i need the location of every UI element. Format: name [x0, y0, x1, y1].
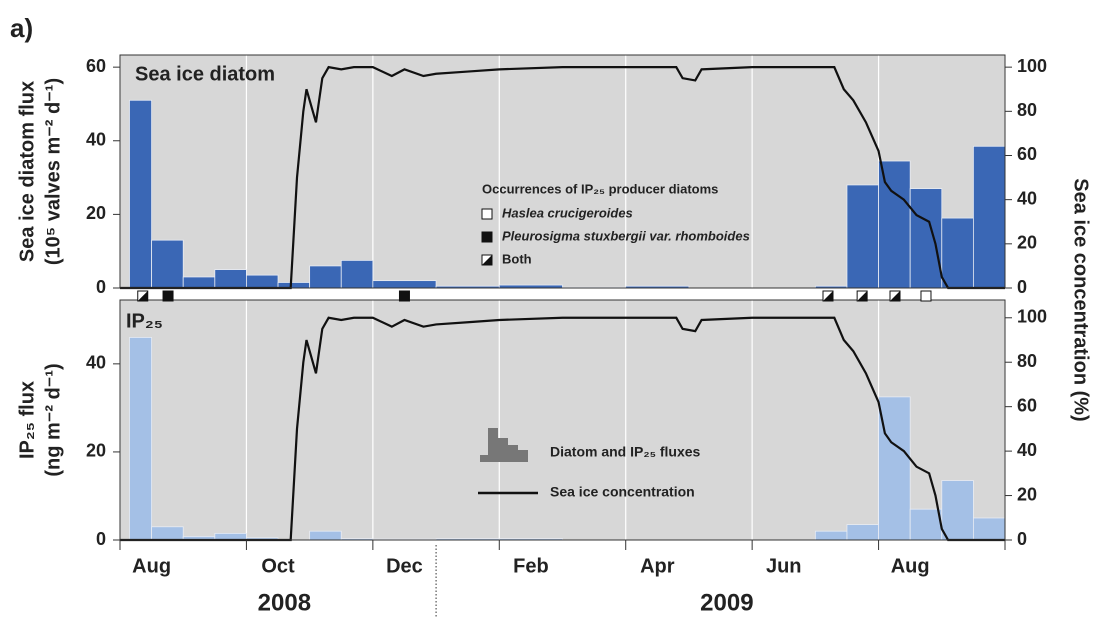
panel-label: a): [10, 13, 33, 43]
y-axis-label: (ng m⁻² d⁻¹): [42, 363, 64, 476]
occurrence-legend-marker: [481, 231, 493, 243]
y2-tick-label: 80: [1017, 351, 1037, 371]
bar: [309, 265, 342, 289]
bar-legend-label: Diatom and IP₂₅ fluxes: [550, 444, 701, 460]
bar: [151, 526, 184, 541]
y2-tick-label: 0: [1017, 277, 1027, 297]
y2-tick-label: 40: [1017, 440, 1037, 460]
bar: [878, 396, 911, 541]
bar: [972, 517, 1006, 541]
legend-bar: [508, 445, 518, 462]
bar: [214, 269, 247, 289]
bar: [309, 530, 342, 541]
x-tick-label: Aug: [132, 555, 171, 577]
y-axis-label: Sea ice diatom flux: [16, 81, 38, 262]
marker-half: [482, 255, 492, 265]
y2-tick-label: 40: [1017, 188, 1037, 208]
y-tick-label: 40: [86, 130, 106, 150]
occurrence-legend-marker: [481, 254, 493, 266]
x-tick-label: Dec: [386, 555, 423, 577]
bar: [846, 184, 879, 289]
legend-bar: [518, 450, 528, 462]
marker-half: [857, 291, 868, 301]
y2-tick-label: 100: [1017, 307, 1047, 327]
marker-half: [137, 291, 148, 301]
y-tick-label: 0: [96, 529, 106, 549]
marker-box: [920, 290, 932, 302]
occurrence-marker: [398, 290, 410, 302]
y2-tick-label: 100: [1017, 56, 1047, 76]
bar: [151, 239, 184, 289]
bar: [941, 480, 974, 541]
bar: [909, 188, 943, 289]
bar: [814, 530, 848, 541]
y-axis-label: (10⁵ valves m⁻² d⁻¹): [42, 78, 64, 265]
y2-tick-label: 20: [1017, 484, 1037, 504]
occurrence-marker: [162, 290, 174, 302]
x-tick-label: Oct: [261, 555, 295, 577]
y-tick-label: 60: [86, 56, 106, 76]
marker-box: [162, 290, 174, 302]
marker-box: [481, 231, 493, 243]
sea-ice-line: [120, 316, 1005, 542]
y2-tick-label: 80: [1017, 100, 1037, 120]
bar: [972, 145, 1006, 289]
occurrence-marker: [889, 290, 901, 302]
sea-ice-line: [120, 65, 1005, 290]
occurrence-legend-label: Haslea crucigeroides: [502, 205, 633, 220]
bar: [941, 217, 974, 289]
plot-frame: [119, 299, 1006, 541]
y2-axis-label: Sea ice concentration (%): [1070, 178, 1092, 421]
y-tick-label: 0: [96, 277, 106, 297]
marker-half: [823, 291, 833, 301]
legend-bar: [488, 428, 498, 462]
occurrence-legend-label: Both: [502, 251, 532, 266]
y-tick-label: 40: [86, 353, 106, 373]
marker-half: [890, 291, 901, 301]
bar-legend-icon: [480, 428, 528, 462]
occurrence-marker: [822, 290, 834, 302]
y2-tick-label: 20: [1017, 233, 1037, 253]
x-tick-label: Jun: [766, 555, 802, 577]
bar: [182, 276, 216, 289]
y2-tick-label: 60: [1017, 395, 1037, 415]
bar: [846, 524, 879, 541]
line-legend-label: Sea ice concentration: [550, 484, 695, 500]
bar: [129, 99, 153, 289]
legend-bar: [480, 455, 488, 462]
occurrence-marker: [137, 290, 149, 302]
occurrence-legend-label: Pleurosigma stuxbergii var. rhomboides: [502, 228, 750, 243]
plot-area: [120, 300, 1005, 540]
y2-tick-label: 0: [1017, 529, 1027, 549]
occurrence-legend-marker: [481, 208, 493, 220]
x-tick-label: Feb: [513, 555, 549, 577]
year-label: 2009: [700, 589, 753, 616]
bar: [340, 259, 374, 289]
panel-title: IP₂₅: [126, 310, 163, 332]
occurrence-marker: [920, 290, 932, 302]
legend-bar: [498, 438, 508, 462]
year-label: 2008: [258, 589, 311, 616]
x-tick-label: Aug: [891, 555, 930, 577]
bar: [909, 508, 943, 541]
y-tick-label: 20: [86, 203, 106, 223]
y2-tick-label: 60: [1017, 144, 1037, 164]
panel-title: Sea ice diatom: [135, 63, 275, 85]
marker-box: [481, 208, 493, 220]
y-tick-label: 20: [86, 441, 106, 461]
bar: [878, 160, 911, 289]
bar: [372, 280, 437, 289]
plot-frame: [119, 54, 1006, 289]
occurrence-legend-title: Occurrences of IP₂₅ producer diatoms: [482, 181, 718, 196]
occurrence-marker: [856, 290, 868, 302]
x-tick-label: Apr: [640, 555, 675, 577]
y-axis-label: IP₂₅ flux: [16, 381, 38, 459]
bar: [129, 337, 153, 541]
bar: [246, 274, 279, 289]
marker-box: [398, 290, 410, 302]
